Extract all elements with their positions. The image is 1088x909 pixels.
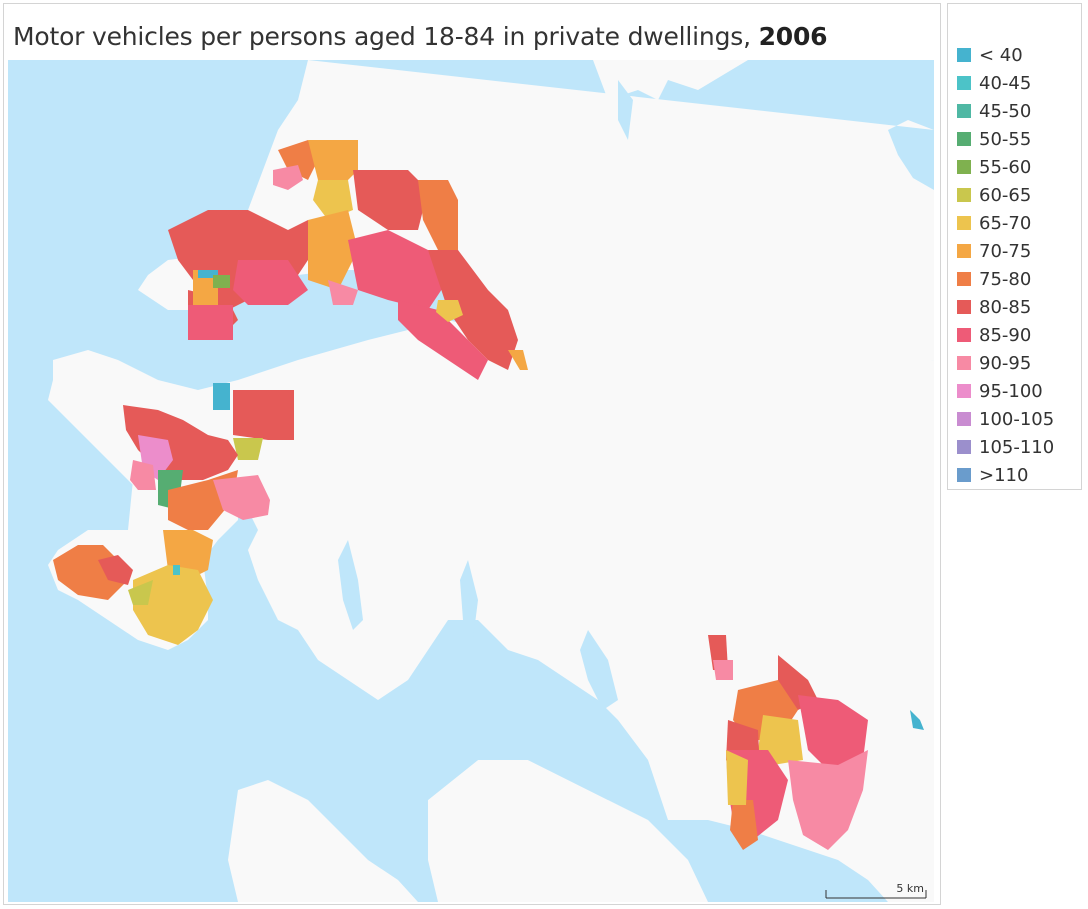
legend-item[interactable]: 100-105 [957,408,1055,430]
district-se2[interactable] [713,660,733,680]
legend-label: 80-85 [979,296,1032,318]
region-central [213,383,294,460]
map-panel: Motor vehicles per persons aged 18-84 in… [3,3,941,905]
legend-swatch [957,216,971,230]
district-w6[interactable] [213,475,270,520]
district-c1[interactable] [213,383,230,410]
legend-swatch [957,48,971,62]
inlet-1 [338,540,363,630]
district-n14[interactable] [233,260,308,305]
legend-swatch [957,328,971,342]
legend-item[interactable]: 45-50 [957,100,1032,122]
legend-item[interactable]: 95-100 [957,380,1043,402]
legend-label: 45-50 [979,100,1032,122]
legend-item[interactable]: 50-55 [957,128,1032,150]
legend-item[interactable]: 105-110 [957,436,1055,458]
inlet-4 [618,80,633,140]
district-n20[interactable] [213,275,230,288]
legend-item[interactable]: 90-95 [957,352,1032,374]
legend-label: 75-80 [979,268,1032,290]
district-n5[interactable] [313,180,353,220]
district-n16[interactable] [328,280,358,305]
district-w10[interactable] [133,565,213,645]
harbour-water [218,660,628,820]
legend-label: 85-90 [979,324,1032,346]
legend-swatch [957,384,971,398]
legend-label: 105-110 [979,436,1055,458]
title-year: 2006 [758,22,828,51]
legend-label: 70-75 [979,240,1032,262]
legend-label: 90-95 [979,352,1032,374]
district-n7[interactable] [418,180,458,250]
legend-item[interactable]: < 40 [957,44,1023,66]
legend-item[interactable]: >110 [957,464,1029,486]
legend-swatch [957,76,971,90]
legend-label: 100-105 [979,408,1055,430]
legend-label: 65-70 [979,212,1032,234]
district-n6[interactable] [353,170,428,230]
legend-item[interactable]: 60-65 [957,184,1032,206]
district-n9[interactable] [348,230,448,310]
district-n13[interactable] [508,350,528,370]
legend-label: 95-100 [979,380,1043,402]
district-n4[interactable] [273,165,303,190]
land-main [48,320,934,902]
legend-item[interactable]: 70-75 [957,240,1032,262]
title-text: Motor vehicles per persons aged 18-84 in… [13,22,759,51]
legend-swatch [957,440,971,454]
district-n18[interactable] [188,305,233,340]
district-se9[interactable] [788,750,868,850]
legend-label: 40-45 [979,72,1032,94]
district-se11[interactable] [726,750,748,805]
district-c3[interactable] [233,438,263,460]
legend-label: 55-60 [979,156,1032,178]
district-se6[interactable] [798,695,868,770]
district-n3[interactable] [308,140,358,190]
map-canvas[interactable]: 5 km [8,60,934,902]
legend-swatch [957,132,971,146]
district-n8[interactable] [308,210,358,290]
district-n17[interactable] [193,270,218,305]
legend-label: 60-65 [979,184,1032,206]
scale-bar: 5 km [825,882,927,899]
legend-label: >110 [979,464,1029,486]
district-w3[interactable] [130,460,156,490]
scale-bar-label: 5 km [896,882,924,895]
legend-swatch [957,244,971,258]
legend-swatch [957,356,971,370]
land-south [228,780,418,902]
district-w11[interactable] [128,580,153,605]
district-se12[interactable] [910,710,924,730]
legend-swatch [957,104,971,118]
legend-swatch [957,412,971,426]
district-n11[interactable] [398,300,488,380]
legend-item[interactable]: 55-60 [957,156,1032,178]
legend-item[interactable]: 40-45 [957,72,1032,94]
district-w12[interactable] [173,565,180,575]
map-title: Motor vehicles per persons aged 18-84 in… [13,22,828,51]
legend-swatch [957,188,971,202]
legend-item[interactable]: 85-90 [957,324,1032,346]
district-n12[interactable] [436,300,463,322]
land-south-east [428,760,708,902]
legend-label: 50-55 [979,128,1032,150]
district-n10[interactable] [428,250,518,370]
region-southeast [708,635,924,850]
legend-swatch [957,300,971,314]
legend-swatch [957,160,971,174]
region-west [53,405,270,645]
legend-item[interactable]: 75-80 [957,268,1032,290]
legend-swatch [957,468,971,482]
region-north-suburbs [168,140,528,380]
legend-label: < 40 [979,44,1023,66]
district-se10[interactable] [730,800,758,850]
legend-item[interactable]: 80-85 [957,296,1032,318]
legend-panel: < 40 40-45 45-50 50-55 55-60 60-65 65-70 70-75 7… [947,3,1082,490]
district-w9[interactable] [98,555,133,585]
legend-item[interactable]: 65-70 [957,212,1032,234]
district-c2[interactable] [233,390,294,440]
inlet-3 [580,630,618,710]
inlet-2 [460,560,478,640]
legend-swatch [957,272,971,286]
